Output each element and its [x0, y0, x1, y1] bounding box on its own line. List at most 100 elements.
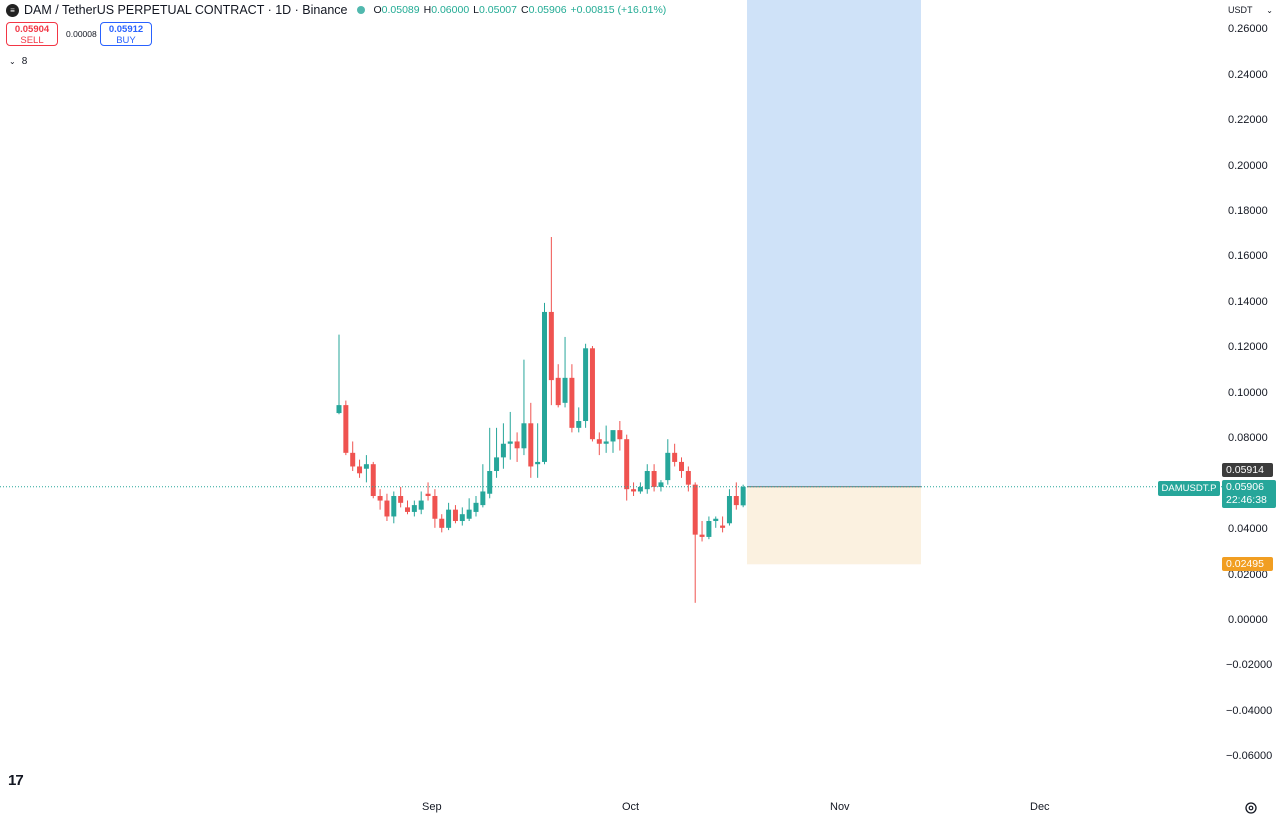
candle [548, 236, 554, 406]
candle [425, 482, 431, 501]
candle-body [631, 489, 637, 492]
ohlc-high: H0.06000 [423, 4, 470, 16]
candle [624, 434, 630, 501]
candle-body [336, 405, 342, 414]
price-tick-label: 0.18000 [1228, 204, 1268, 217]
candle-body [644, 471, 650, 490]
chevron-down-icon: ⌄ [1266, 5, 1273, 15]
time-axis[interactable]: Sep Oct Nov Dec [0, 795, 1222, 820]
spread-value: 0.00008 [66, 29, 97, 39]
candle-body [706, 521, 712, 537]
price-tick-label: 0.22000 [1228, 114, 1268, 127]
candle [699, 521, 705, 542]
time-tick-label: Sep [422, 801, 442, 813]
candle-body [528, 423, 534, 467]
candle-body [596, 439, 602, 444]
indicators-count: 8 [21, 56, 28, 67]
candle-body [459, 514, 465, 522]
candle-body [452, 509, 458, 522]
chevron-down-icon: ⌄ [9, 57, 16, 66]
time-tick-label: Nov [830, 801, 850, 813]
candle-body [637, 486, 643, 492]
price-tick-label: 0.26000 [1228, 23, 1268, 36]
candle-body [384, 500, 390, 517]
price-tick-label: 0.04000 [1228, 523, 1268, 536]
candle [610, 430, 616, 453]
price-tick-label: −0.02000 [1226, 659, 1273, 672]
candle-body [343, 405, 349, 453]
candle-body [740, 486, 746, 506]
market-status-icon[interactable] [357, 6, 366, 14]
candle [446, 502, 452, 531]
symbol-logo-icon[interactable]: ≡ [6, 3, 19, 17]
candle-body [624, 439, 630, 490]
symbol-title[interactable]: DAM / TetherUS PERPETUAL CONTRACT · 1D ·… [24, 3, 348, 17]
candle [617, 421, 623, 451]
settings-icon[interactable] [1244, 801, 1258, 815]
candle-body [733, 496, 739, 506]
price-tick-label: 0.16000 [1228, 250, 1268, 263]
candle [535, 423, 541, 478]
price-chart[interactable] [0, 0, 1222, 795]
candle [521, 359, 527, 456]
stop-zone [747, 486, 921, 565]
currency-select[interactable]: USDT ⌄ [1224, 2, 1276, 18]
ohlc-close: C0.05906 [520, 4, 567, 16]
ohlc-low: L0.05007 [473, 4, 517, 16]
candle-body [720, 525, 726, 528]
currency-value: USDT [1228, 5, 1253, 15]
price-axis[interactable]: 0.26000 0.24000 0.22000 0.20000 0.18000 0.160… [1222, 0, 1280, 795]
candle-body [617, 430, 623, 440]
candle [672, 443, 678, 467]
candle [713, 516, 719, 528]
candle-body [583, 348, 589, 422]
candle-body [514, 441, 520, 449]
target-zone [747, 0, 921, 487]
sell-button[interactable]: 0.05904 SELL [6, 22, 58, 46]
candle-body [418, 500, 424, 510]
price-tick-label: 0.08000 [1228, 432, 1268, 445]
candle [651, 464, 657, 492]
candle [411, 500, 417, 517]
candle [452, 505, 458, 524]
tradingview-logo[interactable]: 17 [8, 772, 24, 789]
candle-body [480, 491, 486, 506]
candle-body [446, 509, 452, 528]
candle-body [562, 377, 568, 403]
candle-body [726, 496, 732, 524]
long-position-tool[interactable] [747, 0, 921, 565]
candle [589, 346, 595, 442]
candle-body [487, 471, 493, 494]
indicators-toggle[interactable]: ⌄ 8 [6, 54, 30, 69]
candle [432, 489, 438, 528]
candle [466, 498, 472, 522]
candle [357, 459, 363, 478]
candle [542, 302, 547, 465]
candle [405, 500, 410, 515]
candle-body [500, 443, 506, 458]
symbol-price-label: DAMUSDT.P [1158, 481, 1220, 496]
candle-body [391, 496, 397, 517]
candle-body [548, 311, 554, 381]
candle [487, 427, 493, 499]
candle [555, 364, 561, 408]
candle-body [589, 348, 595, 440]
last-price-tag: 0.05906 22:46:38 [1222, 479, 1276, 508]
candle-body [377, 496, 383, 501]
candle-body [357, 466, 363, 474]
price-tick-label: 0.02000 [1228, 568, 1268, 581]
candle-body [610, 430, 616, 442]
buy-button[interactable]: 0.05912 BUY [100, 22, 152, 46]
price-tick-label: 0.10000 [1228, 386, 1268, 399]
candle [679, 457, 684, 478]
time-tick-label: Dec [1030, 801, 1050, 813]
candle-body [466, 509, 472, 519]
candle [706, 516, 712, 540]
candle-body [439, 518, 445, 528]
candle-body [665, 452, 671, 481]
candle [459, 507, 465, 526]
candle [685, 466, 691, 492]
candle [377, 489, 383, 510]
candle [473, 496, 479, 517]
candle [733, 482, 739, 510]
